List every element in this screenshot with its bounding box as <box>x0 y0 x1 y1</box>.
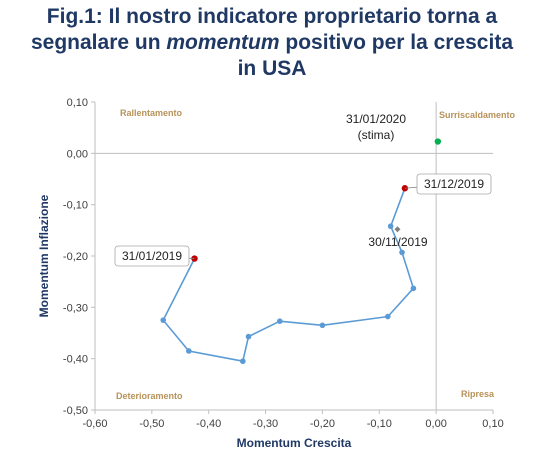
quadrant-label-rallentamento: Rallentamento <box>120 108 183 118</box>
series-path <box>162 187 415 363</box>
y-tick-label: 0,10 <box>67 97 88 109</box>
data-point <box>385 313 391 320</box>
tick-labels: -0,60 -0,50 -0,40 -0,30 -0,20 -0,10 0,00 0,100,… <box>63 97 504 430</box>
x-axis-label: Momentum Crescita <box>237 436 352 450</box>
x-tick-label: -0,20 <box>310 418 335 430</box>
data-point <box>319 322 326 329</box>
data-point <box>186 348 192 354</box>
callout-jan-2019-box <box>114 245 190 267</box>
data-point <box>240 358 246 365</box>
title-line-2-emphasis: momentum <box>166 31 280 54</box>
x-tick-label: -0,60 <box>82 418 107 430</box>
title-line-2-post: positivo per la crescita <box>279 31 513 54</box>
data-point <box>387 223 394 230</box>
quadrant-label-surriscaldamento: Surriscaldamento <box>439 110 516 120</box>
label-nov-2019: 30/11/2019 <box>368 235 427 249</box>
x-tick-label: -0,40 <box>196 418 221 430</box>
callout-jan-2019-text: 31/01/2019 <box>122 249 182 263</box>
data-point <box>160 317 167 323</box>
y-tick-label: -0,20 <box>63 251 88 263</box>
chart-title: Fig.1: Il nostro indicatore proprietario… <box>0 4 544 82</box>
label-jan-2020: 31/01/2020 <box>346 112 406 126</box>
title-line-2: segnalare un momentum positivo per la cr… <box>0 30 544 56</box>
x-tick-label: -0,50 <box>139 418 164 430</box>
data-point <box>245 333 252 340</box>
y-tick-label: -0,50 <box>63 405 88 417</box>
x-tick-label: 0,00 <box>425 418 446 430</box>
title-line-1: Fig.1: Il nostro indicatore proprietario… <box>46 5 498 28</box>
x-tick-label: 0,10 <box>482 418 503 430</box>
title-line-3: in USA <box>237 57 307 80</box>
x-tick-label: -0,10 <box>367 418 392 430</box>
callout-dec-2019-text: 31/12/2019 <box>424 177 484 191</box>
label-jan-2020-estimate: (stima) <box>358 128 395 142</box>
series-line <box>162 187 415 363</box>
y-tick-label: -0,40 <box>63 354 88 366</box>
chart-axes <box>91 101 494 414</box>
y-tick-label: -0,30 <box>63 302 88 314</box>
y-tick-label: 0,00 <box>67 148 88 160</box>
quadrant-label-deterioramento: Deterioramento <box>116 391 183 401</box>
y-axis-label: Momentum Inflazione <box>37 194 51 317</box>
quadrant-labels: Rallentamento Surriscaldamento Deteriorame… <box>116 108 516 401</box>
highlight-point-estimate <box>434 138 442 145</box>
data-point <box>399 249 405 256</box>
data-point <box>410 285 417 292</box>
quadrant-label-ripresa: Ripresa <box>461 389 495 399</box>
point-callouts: 31/01/2019 31/12/2019 30/11/2019 31/01/2020… <box>114 112 492 267</box>
callout-dec-2019-box <box>416 173 492 195</box>
highlight-point <box>401 185 409 192</box>
highlight-point-nov-2019 <box>394 226 401 233</box>
y-tick-label: -0,10 <box>63 200 88 212</box>
series-points <box>160 138 442 365</box>
data-point <box>276 318 283 324</box>
x-tick-label: -0,30 <box>253 418 278 430</box>
title-line-2-pre: segnalare un <box>30 31 167 54</box>
